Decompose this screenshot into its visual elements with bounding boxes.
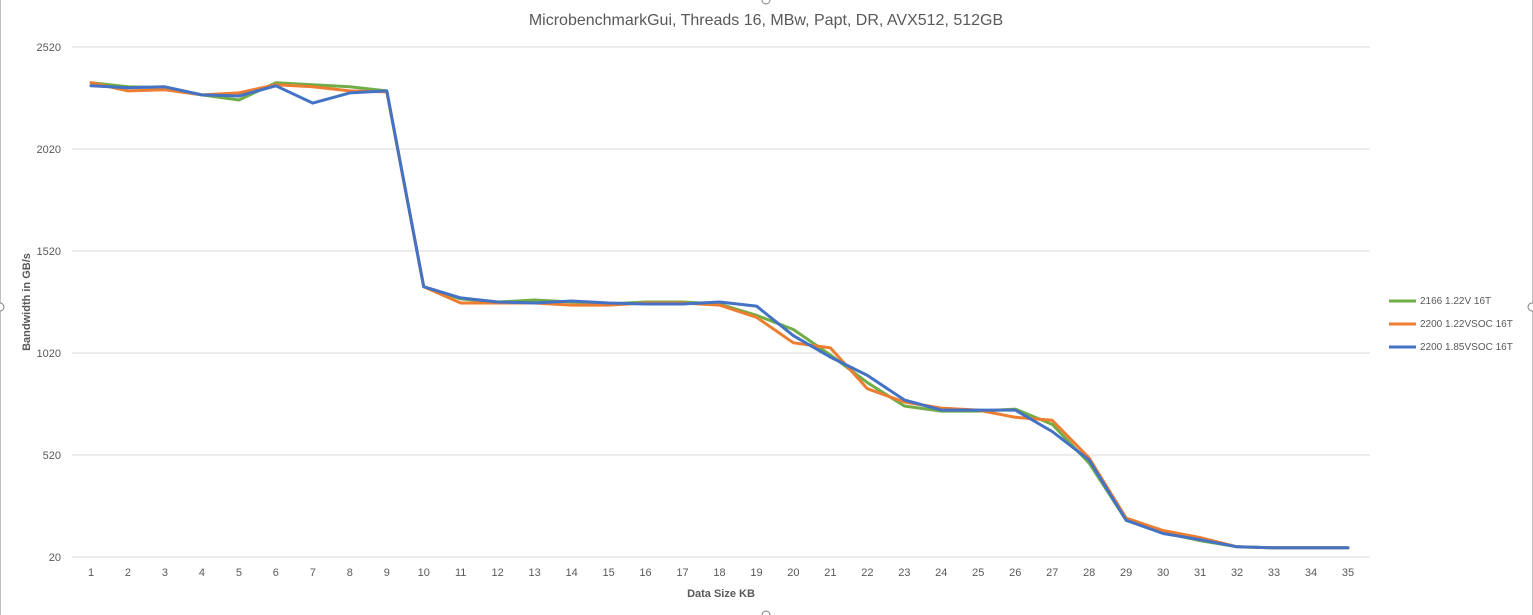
y-tick-label: 2520 [37,42,61,54]
y-tick-label: 1520 [37,246,61,258]
x-tick-label: 5 [236,567,242,579]
x-tick-label: 4 [199,567,205,579]
x-tick-label: 8 [347,567,353,579]
x-tick-label: 18 [713,567,725,579]
x-tick-label: 23 [898,567,910,579]
y-tick-label: 20 [49,552,61,564]
x-tick-label: 24 [935,567,947,579]
x-tick-label: 2 [125,567,131,579]
resize-handle-top[interactable] [761,0,771,5]
x-tick-label: 10 [418,567,430,579]
x-tick-label: 22 [861,567,873,579]
x-tick-label: 30 [1157,567,1169,579]
x-tick-label: 28 [1083,567,1095,579]
x-tick-label: 1 [88,567,94,579]
x-tick-label: 29 [1120,567,1132,579]
series-line-2 [89,81,1350,550]
y-tick-label: 520 [43,450,61,462]
x-tick-label: 15 [602,567,614,579]
x-tick-label: 16 [639,567,651,579]
x-tick-label: 17 [676,567,688,579]
x-tick-label: 13 [529,567,541,579]
resize-handle-left[interactable] [0,302,5,312]
plot-area-series [89,81,1350,550]
x-tick-label: 19 [750,567,762,579]
chart-title: MicrobenchmarkGui, Threads 16, MBw, Papt… [529,12,1003,29]
x-tick-label: 11 [455,567,466,579]
x-tick-label: 7 [310,567,316,579]
legend-label: 2200 1.22VSOC 16T [1420,319,1513,330]
series-line-3 [89,84,1350,550]
legend: 2166 1.22V 16T 2200 1.22VSOC 16T 2200 1.85… [1389,296,1513,353]
x-tick-label: 14 [565,567,577,579]
resize-handle-bottom[interactable] [761,610,771,615]
x-tick-label: 3 [162,567,168,579]
x-tick-label: 35 [1342,567,1354,579]
x-tick-label: 34 [1305,567,1317,579]
x-tick-label: 31 [1194,567,1206,579]
y-tick-label: 1020 [37,348,61,360]
y-tick-label: 2020 [37,144,61,156]
x-tick-label: 9 [384,567,390,579]
series-line-1 [89,81,1350,550]
x-tick-label: 26 [1009,567,1021,579]
x-tick-label: 21 [824,567,836,579]
x-tick-label: 12 [492,567,504,579]
x-tick-label: 25 [972,567,984,579]
resize-handle-right[interactable] [1527,302,1533,312]
y-axis-tick-labels: 20 520 1020 1520 2020 2520 [37,42,61,564]
gridlines [72,46,1370,558]
x-tick-label: 27 [1046,567,1058,579]
y-axis-title: Bandwidth in GB/s [21,253,33,351]
x-tick-label: 33 [1268,567,1280,579]
x-axis-tick-labels: 1 2 3 4 5 6 7 8 9 10 11 12 13 14 15 16 17 18 19 20 21 22 23 24 2… [88,567,1354,579]
legend-label: 2200 1.85VSOC 16T [1420,342,1513,353]
x-tick-label: 6 [273,567,279,579]
x-axis-title: Data Size KB [687,588,755,600]
x-tick-label: 20 [787,567,799,579]
legend-label: 2166 1.22V 16T [1420,296,1491,307]
x-tick-label: 32 [1231,567,1243,579]
